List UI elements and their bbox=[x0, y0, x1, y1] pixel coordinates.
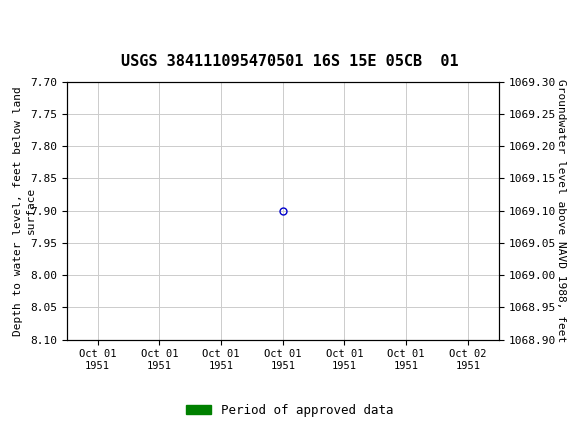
Y-axis label: Groundwater level above NAVD 1988, feet: Groundwater level above NAVD 1988, feet bbox=[556, 79, 566, 342]
Text: ≈USGS: ≈USGS bbox=[7, 12, 78, 30]
Text: USGS 384111095470501 16S 15E 05CB  01: USGS 384111095470501 16S 15E 05CB 01 bbox=[121, 54, 459, 69]
Y-axis label: Depth to water level, feet below land
surface: Depth to water level, feet below land su… bbox=[13, 86, 36, 335]
Legend: Period of approved data: Period of approved data bbox=[181, 399, 399, 421]
